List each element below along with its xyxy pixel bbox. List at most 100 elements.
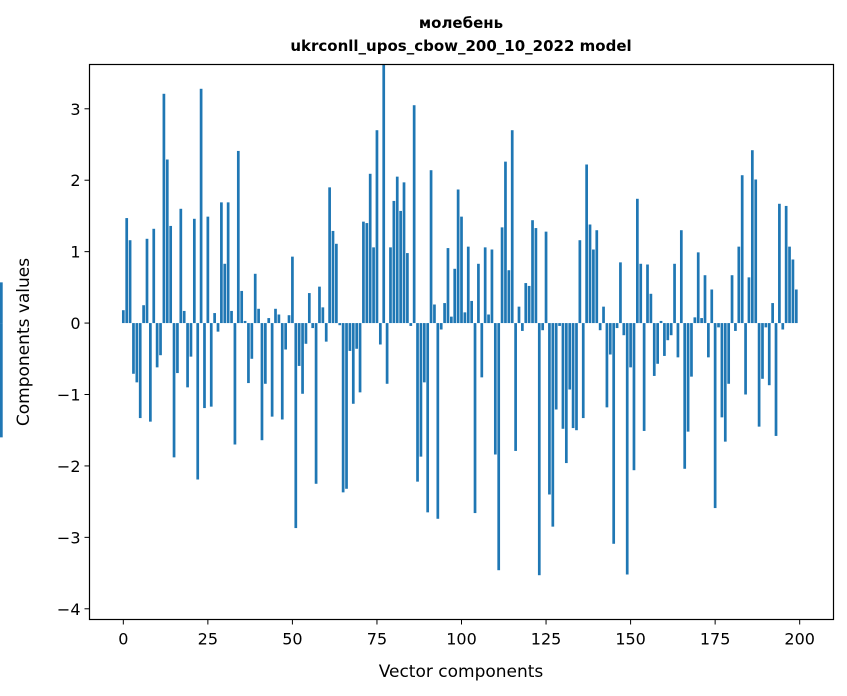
bar-114 (507, 270, 511, 324)
bar-155 (646, 264, 649, 324)
bar-90 (426, 323, 430, 513)
bar-73 (368, 173, 372, 324)
bar-7 (145, 238, 149, 324)
bar-95 (443, 303, 446, 324)
bar-54 (304, 323, 308, 344)
bar-167 (686, 323, 690, 432)
bar-89 (422, 323, 426, 383)
bar-178 (723, 323, 727, 442)
bar-undefined (0, 323, 3, 438)
bar-103 (470, 300, 473, 324)
x-tick-label: 175 (700, 630, 731, 649)
bar-11 (159, 323, 162, 356)
bar-127 (551, 323, 555, 527)
bar-16 (176, 323, 179, 374)
bar-undefined (0, 282, 3, 324)
bar-186 (750, 150, 754, 324)
bar-45 (274, 308, 277, 324)
bar-64 (338, 323, 342, 326)
bars-group (0, 64, 798, 576)
bar-67 (348, 323, 352, 351)
bar-172 (703, 275, 707, 324)
x-axis-label: Vector components (379, 662, 544, 682)
bar-96 (446, 248, 450, 324)
bar-187 (754, 179, 758, 324)
bar-6 (142, 305, 145, 324)
bar-162 (669, 323, 673, 336)
bar-161 (666, 323, 670, 341)
bar-79 (389, 247, 392, 324)
bar-81 (395, 176, 399, 324)
bar-59 (321, 307, 325, 324)
chart-title-line-2: ukrconll_upos_cbow_200_10_2022 model (290, 37, 631, 55)
bar-199 (794, 289, 798, 324)
bar-37 (247, 323, 250, 384)
bar-168 (690, 323, 693, 377)
bar-164 (676, 323, 680, 358)
bar-25 (206, 216, 210, 324)
bar-104 (473, 323, 477, 514)
bar-109 (490, 249, 494, 324)
bar-195 (781, 323, 785, 330)
bar-51 (294, 323, 298, 529)
bar-150 (629, 323, 632, 368)
y-tick-label: −1 (57, 386, 81, 405)
bar-146 (615, 323, 619, 329)
x-tick-label: 25 (198, 630, 218, 649)
bar-100 (460, 216, 463, 324)
bar-192 (771, 303, 774, 324)
bar-74 (372, 247, 375, 324)
bar-122 (534, 228, 538, 324)
x-tick-label: 75 (367, 630, 387, 649)
bar-48 (284, 323, 287, 350)
bar-2 (128, 240, 132, 324)
bar-72 (365, 223, 369, 324)
bar-70 (358, 323, 362, 393)
bar-66 (345, 323, 348, 489)
bar-175 (713, 323, 717, 509)
x-tick-label: 50 (282, 630, 302, 649)
bar-28 (216, 323, 220, 332)
bar-101 (463, 312, 467, 324)
bar-191 (767, 323, 771, 386)
bar-91 (429, 170, 433, 324)
bar-12 (162, 93, 166, 324)
bar-125 (544, 231, 548, 324)
bar-108 (487, 314, 490, 324)
bar-126 (548, 323, 551, 495)
bar-128 (554, 323, 558, 410)
bar-87 (416, 323, 419, 482)
bar-93 (436, 323, 440, 519)
bar-151 (632, 323, 636, 471)
bar-49 (287, 315, 291, 324)
bar-35 (240, 290, 244, 324)
bar-183 (740, 175, 744, 324)
bar-121 (531, 220, 534, 324)
bar-99 (456, 189, 460, 324)
bar-149 (625, 323, 629, 575)
bar-158 (656, 323, 659, 364)
bar-61 (328, 187, 331, 324)
bar-131 (564, 323, 568, 464)
bar-94 (439, 323, 443, 330)
bar-69 (355, 323, 359, 349)
bar-52 (297, 323, 301, 366)
x-tick-label: 200 (784, 630, 815, 649)
bar-189 (761, 323, 764, 379)
bar-53 (301, 323, 304, 394)
bar-143 (605, 323, 609, 408)
y-tick-label: −2 (57, 457, 81, 476)
x-tick-label: 0 (118, 630, 128, 649)
bar-196 (784, 205, 788, 324)
bar-1 (125, 218, 129, 324)
bar-86 (412, 105, 416, 324)
bar-19 (186, 323, 189, 388)
bar-17 (179, 208, 183, 324)
bar-180 (730, 275, 734, 324)
bar-9 (152, 228, 156, 324)
y-tick-label: −3 (57, 528, 81, 547)
bar-184 (744, 323, 747, 395)
bar-198 (791, 259, 795, 324)
bar-27 (213, 313, 216, 324)
bar-157 (652, 323, 656, 376)
